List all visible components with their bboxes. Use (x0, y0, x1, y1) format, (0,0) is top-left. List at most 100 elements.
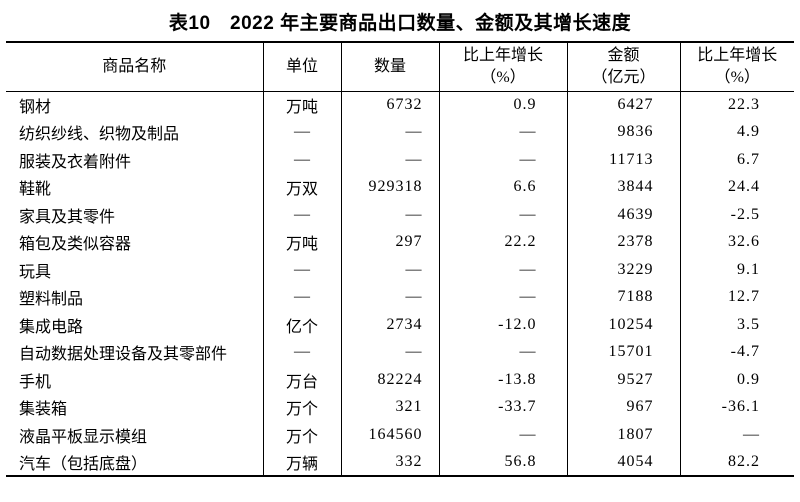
cell-amount-growth: 12.7 (728, 288, 760, 306)
cell-amount-growth: 9.1 (737, 260, 760, 278)
header-label: 比上年增长 (697, 46, 778, 64)
table-row: 汽车（包括底盘） 万辆 332 56.8 4054 82.2 (6, 448, 794, 476)
cell-amount-growth: 6.7 (737, 150, 760, 168)
cell-unit: — (263, 118, 342, 146)
cell-commodity-name: 鞋靴 (6, 173, 264, 201)
table-row: 箱包及类似容器 万吨 297 22.2 2378 32.6 (6, 228, 794, 256)
cell-quantity: 2734 (341, 311, 440, 339)
cell-quantity-growth: — (439, 146, 568, 174)
cell-commodity-name: 箱包及类似容器 (6, 228, 264, 256)
cell-commodity-name: 液晶平板显示模组 (6, 421, 264, 449)
cell-commodity-name: 集装箱 (6, 393, 264, 421)
cell-unit: 万吨 (263, 91, 342, 119)
cell-quantity: — (341, 146, 440, 174)
cell-quantity-growth: -33.7 (439, 393, 568, 421)
cell-amount-growth: 82.2 (728, 452, 760, 470)
cell-unit: 万台 (263, 366, 342, 394)
cell-quantity: 929318 (341, 173, 440, 201)
cell-quantity: — (341, 256, 440, 284)
header-quantity: 数量 (341, 42, 440, 92)
cell-quantity: 6732 (341, 91, 440, 119)
cell-quantity-growth: -12.0 (439, 311, 568, 339)
cell-amount-growth: 0.9 (737, 370, 760, 388)
cell-amount-growth: — (743, 425, 760, 443)
export-commodities-table: 商品名称 单位 数量 比上年增长 （%） 金额 （亿元） 比上年增长 （%） 钢… (6, 41, 794, 477)
cell-quantity: 82224 (341, 366, 440, 394)
cell-amount: 3229 (567, 256, 681, 284)
cell-amount: 2378 (567, 228, 681, 256)
cell-unit: — (263, 338, 342, 366)
cell-amount: 7188 (567, 283, 681, 311)
cell-unit: 万个 (263, 421, 342, 449)
cell-quantity: — (341, 201, 440, 229)
cell-amount-growth: 24.4 (728, 178, 760, 196)
cell-quantity-growth: 0.9 (439, 91, 568, 119)
table-header: 商品名称 单位 数量 比上年增长 （%） 金额 （亿元） 比上年增长 （%） (6, 42, 794, 92)
cell-amount: 9527 (567, 366, 681, 394)
cell-amount: 10254 (567, 311, 681, 339)
cell-unit: 万辆 (263, 448, 342, 476)
cell-unit: 万吨 (263, 228, 342, 256)
cell-quantity: — (341, 283, 440, 311)
cell-quantity-growth: — (439, 118, 568, 146)
cell-amount-growth: 3.5 (737, 315, 760, 333)
cell-commodity-name: 玩具 (6, 256, 264, 284)
table-row: 钢材 万吨 6732 0.9 6427 22.3 (6, 91, 794, 119)
cell-amount: 1807 (567, 421, 681, 449)
cell-quantity: 321 (341, 393, 440, 421)
header-sublabel: （%） (480, 68, 526, 86)
cell-quantity-growth: — (439, 256, 568, 284)
cell-quantity-growth: — (439, 283, 568, 311)
table-body: 钢材 万吨 6732 0.9 6427 22.3 纺织纱线、织物及制品 — — —9836 4.9 服… (6, 91, 794, 476)
cell-amount: 11713 (567, 146, 681, 174)
cell-quantity-growth: — (439, 338, 568, 366)
cell-unit: — (263, 146, 342, 174)
cell-quantity: 297 (341, 228, 440, 256)
cell-quantity: — (341, 118, 440, 146)
table-row: 自动数据处理设备及其零部件 — — —15701 -4.7 (6, 338, 794, 366)
header-quantity-growth: 比上年增长 （%） (439, 42, 568, 92)
header-commodity-name: 商品名称 (6, 42, 264, 92)
table-row: 集装箱 万个 321 -33.7 967 -36.1 (6, 393, 794, 421)
cell-commodity-name: 自动数据处理设备及其零部件 (6, 338, 264, 366)
header-amount: 金额 （亿元） (567, 42, 681, 92)
cell-amount-growth: 22.3 (728, 96, 760, 113)
cell-unit: — (263, 283, 342, 311)
cell-unit: — (263, 201, 342, 229)
header-unit: 单位 (263, 42, 342, 92)
cell-quantity: 332 (341, 448, 440, 476)
cell-quantity-growth: 6.6 (439, 173, 568, 201)
cell-amount: 15701 (567, 338, 681, 366)
cell-amount: 9836 (567, 118, 681, 146)
cell-amount-growth: 32.6 (728, 233, 760, 251)
cell-unit: 万个 (263, 393, 342, 421)
cell-quantity: 164560 (341, 421, 440, 449)
cell-amount: 4639 (567, 201, 681, 229)
cell-amount-growth: 4.9 (737, 123, 760, 141)
table-row: 服装及衣着附件 — — —11713 6.7 (6, 146, 794, 174)
header-label: 单位 (285, 57, 318, 75)
cell-quantity-growth: 56.8 (439, 448, 568, 476)
cell-amount: 6427 (567, 91, 681, 119)
cell-commodity-name: 集成电路 (6, 311, 264, 339)
cell-amount-growth: -36.1 (721, 398, 760, 416)
header-label: 数量 (373, 57, 406, 75)
cell-quantity-growth: — (439, 421, 568, 449)
cell-amount: 4054 (567, 448, 681, 476)
cell-commodity-name: 钢材 (6, 91, 264, 119)
cell-quantity-growth: — (439, 201, 568, 229)
cell-amount: 3844 (567, 173, 681, 201)
header-label: 商品名称 (102, 57, 167, 75)
table-row: 液晶平板显示模组 万个 164560—1807— (6, 421, 794, 449)
cell-commodity-name: 手机 (6, 366, 264, 394)
cell-commodity-name: 服装及衣着附件 (6, 146, 264, 174)
cell-commodity-name: 汽车（包括底盘） (6, 448, 264, 476)
table-title: 表10 2022 年主要商品出口数量、金额及其增长速度 (168, 13, 632, 34)
cell-quantity: — (341, 338, 440, 366)
header-label: 金额 (607, 46, 640, 64)
cell-commodity-name: 塑料制品 (6, 283, 264, 311)
header-label: 比上年增长 (462, 46, 543, 64)
cell-amount-growth: -2.5 (730, 205, 760, 223)
header-sublabel: （亿元） (591, 68, 656, 86)
